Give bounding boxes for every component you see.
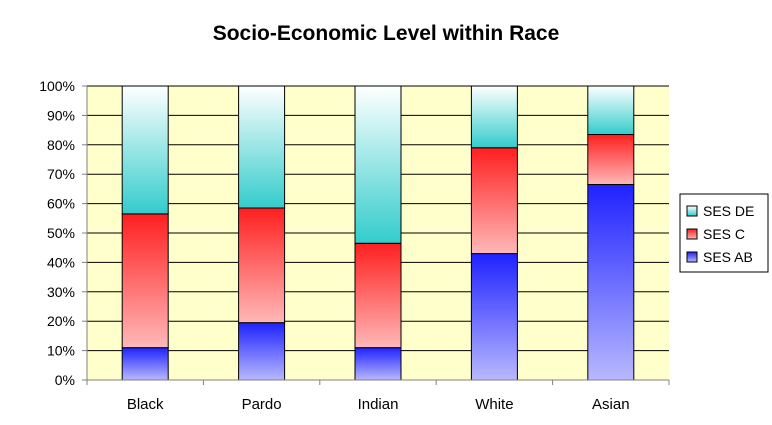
x-tick-label-pardo: Pardo <box>242 396 282 413</box>
bar-stack-white <box>470 85 518 381</box>
y-tick-label: 90% <box>47 107 75 123</box>
x-axis-labels: Black Pardo Indian White Asian <box>127 396 630 413</box>
bar-white-ses-c <box>470 147 518 255</box>
x-tick-label-black: Black <box>127 396 164 413</box>
bar-black-ses-de <box>121 85 169 215</box>
x-tick-label-asian: Asian <box>592 396 630 413</box>
y-tick-label: 40% <box>47 254 75 270</box>
x-tick-label-white: White <box>475 396 513 413</box>
y-tick-label: 70% <box>47 166 75 182</box>
bar-stack-indian <box>354 85 402 381</box>
legend-swatch-ses-de <box>686 205 698 217</box>
bar-white-ses-de <box>470 85 518 149</box>
bar-indian-ses-c <box>354 242 402 349</box>
legend-label-ses-ab: SES AB <box>703 249 753 265</box>
legend-label-ses-c: SES C <box>703 226 745 242</box>
bars <box>121 85 635 381</box>
y-tick-label: 60% <box>47 196 75 212</box>
y-tick-label: 30% <box>47 284 75 300</box>
bar-asian-ses-de <box>587 85 635 136</box>
bar-white-ses-ab <box>470 253 518 381</box>
x-tick-label-indian: Indian <box>358 396 399 413</box>
bar-indian-ses-ab <box>354 347 402 381</box>
legend-label-ses-de: SES DE <box>703 203 754 219</box>
bar-pardo-ses-de <box>238 85 286 209</box>
y-axis-ticks: 0% 10% 20% 30% 40% 50% 60% 70% 80% 90% 100% <box>39 78 87 388</box>
y-tick-label: 20% <box>47 313 75 329</box>
bar-black-ses-c <box>121 213 169 349</box>
bar-pardo-ses-c <box>238 207 286 324</box>
y-tick-label: 0% <box>55 372 75 388</box>
y-tick-label: 50% <box>47 225 75 241</box>
bar-black-ses-ab <box>121 347 169 381</box>
bar-indian-ses-de <box>354 85 402 244</box>
y-tick-label: 10% <box>47 343 75 359</box>
y-tick-label: 80% <box>47 137 75 153</box>
y-tick-label: 100% <box>39 78 75 94</box>
legend: SES DE SES C SES AB <box>679 193 769 273</box>
bar-stack-black <box>121 85 169 381</box>
chart-title: Socio-Economic Level within Race <box>213 22 560 45</box>
bar-stack-asian <box>587 85 635 381</box>
bar-asian-ses-ab <box>587 183 635 381</box>
legend-swatch-ses-c <box>686 228 698 240</box>
bar-pardo-ses-ab <box>238 322 286 381</box>
bar-stack-pardo <box>238 85 286 381</box>
bar-asian-ses-c <box>587 134 635 185</box>
legend-swatch-ses-ab <box>686 251 698 263</box>
